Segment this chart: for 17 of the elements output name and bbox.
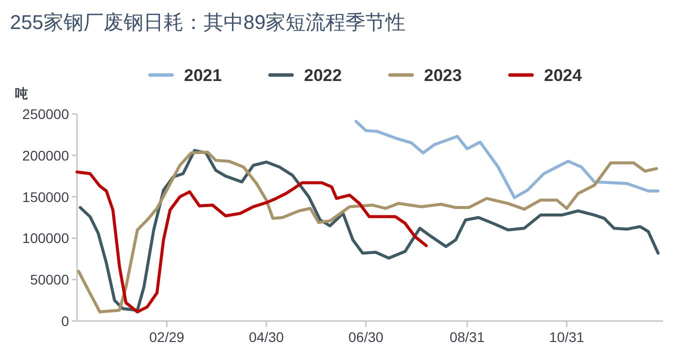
- x-tick-label: 04/30: [248, 329, 284, 345]
- legend-label: 2023: [424, 66, 462, 85]
- chart-title: 255家钢厂废钢日耗：其中89家短流程季节性: [10, 12, 406, 34]
- legend-label: 2024: [544, 66, 582, 85]
- y-tick-label: 250000: [22, 106, 70, 122]
- y-tick-label: 200000: [22, 147, 70, 164]
- y-axis-title: 吨: [15, 86, 28, 101]
- legend-label: 2022: [304, 66, 342, 85]
- x-tick-label: 06/30: [348, 329, 384, 345]
- legend-label: 2021: [184, 66, 222, 85]
- y-tick-label: 50000: [30, 272, 70, 288]
- x-tick-label: 08/31: [450, 329, 485, 345]
- y-tick-label: 0: [61, 313, 70, 329]
- y-tick-label: 150000: [22, 188, 70, 205]
- x-tick-label: 10/31: [549, 329, 584, 345]
- x-tick-label: 02/29: [149, 329, 184, 345]
- y-tick-label: 100000: [22, 230, 70, 246]
